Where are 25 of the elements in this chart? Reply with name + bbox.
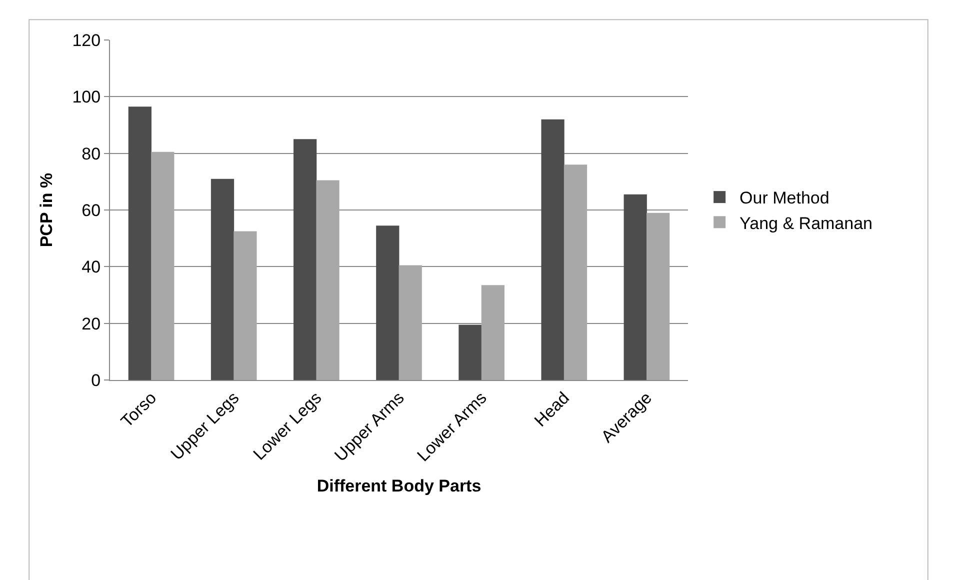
y-tick-label: 120 — [72, 30, 101, 50]
y-tick-label: 80 — [82, 144, 101, 164]
legend-label: Yang & Ramanan — [740, 214, 872, 233]
y-tick-label: 40 — [82, 258, 101, 277]
legend-label: Our Method — [740, 188, 830, 208]
bar — [541, 119, 564, 380]
bar — [624, 194, 647, 380]
bar — [234, 231, 257, 380]
y-tick-label: 100 — [72, 88, 101, 107]
bar — [398, 265, 422, 380]
bar — [458, 324, 482, 380]
bar — [481, 285, 504, 380]
y-axis-title: PCP in % — [36, 172, 56, 248]
x-axis-title: Different Body Parts — [316, 476, 482, 496]
y-tick-label: 60 — [82, 200, 101, 220]
bar — [646, 212, 670, 380]
bar — [294, 139, 317, 380]
y-tick-label: 0 — [91, 370, 101, 390]
y-tick-label: 20 — [82, 314, 101, 334]
bar — [128, 106, 152, 380]
bar — [151, 152, 174, 380]
bar — [210, 178, 234, 380]
bar — [316, 180, 340, 380]
bar — [376, 226, 400, 380]
bar — [564, 164, 588, 380]
